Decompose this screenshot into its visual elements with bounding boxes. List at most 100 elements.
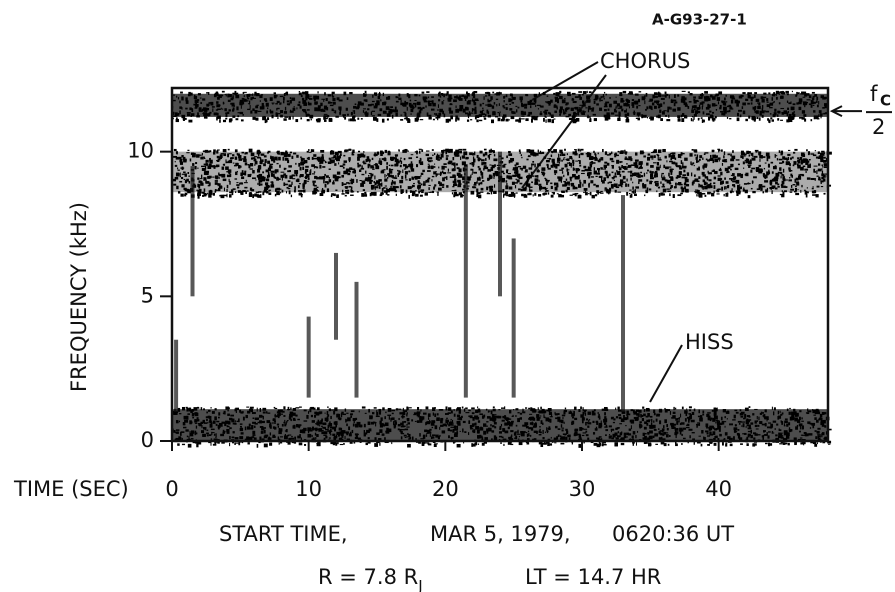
texture [204, 109, 207, 112]
texture [506, 183, 507, 187]
texture [185, 193, 188, 195]
texture [459, 105, 463, 109]
texture [569, 184, 570, 186]
texture [352, 154, 355, 155]
texture [415, 118, 419, 122]
texture [781, 194, 784, 197]
texture [775, 173, 779, 177]
texture [405, 437, 407, 438]
texture [600, 167, 602, 168]
texture [524, 107, 527, 109]
texture [438, 99, 440, 101]
texture [740, 416, 743, 418]
texture [689, 435, 690, 438]
texture [478, 183, 480, 186]
texture [492, 418, 494, 421]
texture [384, 416, 386, 419]
texture [811, 104, 813, 108]
texture [614, 443, 617, 447]
texture [742, 92, 745, 94]
texture [799, 107, 802, 110]
texture [428, 103, 432, 106]
texture [755, 425, 758, 427]
texture [465, 412, 469, 413]
texture [743, 168, 744, 169]
texture [518, 166, 521, 167]
texture [290, 97, 291, 99]
texture [229, 181, 230, 185]
texture [531, 181, 533, 183]
texture [404, 421, 406, 422]
texture [508, 151, 511, 153]
texture [515, 179, 517, 180]
texture [245, 426, 247, 430]
texture [527, 101, 531, 105]
texture [380, 152, 383, 156]
texture [798, 174, 800, 178]
texture [540, 106, 543, 108]
texture [807, 187, 808, 188]
texture [784, 190, 787, 192]
texture [693, 96, 696, 98]
texture [702, 120, 705, 123]
texture [330, 160, 334, 164]
texture [583, 432, 587, 433]
texture [204, 188, 206, 191]
texture [275, 103, 278, 104]
texture [435, 435, 438, 438]
texture [261, 153, 265, 155]
texture [605, 102, 609, 104]
texture [275, 194, 277, 197]
texture [432, 427, 433, 428]
texture [394, 425, 396, 429]
texture [188, 94, 191, 96]
texture [763, 191, 765, 193]
texture [711, 115, 714, 117]
texture [314, 188, 317, 191]
texture [493, 416, 495, 419]
texture [799, 98, 803, 102]
texture [551, 155, 552, 158]
texture [644, 173, 645, 177]
texture [785, 91, 789, 94]
texture [573, 414, 575, 416]
texture [791, 185, 792, 188]
texture [667, 188, 670, 189]
texture [773, 411, 774, 415]
texture [476, 119, 478, 122]
texture [708, 179, 711, 181]
texture [240, 428, 243, 431]
texture [206, 108, 208, 109]
texture [581, 170, 585, 172]
texture [585, 413, 586, 416]
texture [623, 91, 627, 93]
texture [667, 191, 671, 193]
texture [486, 430, 489, 431]
texture [543, 157, 546, 159]
texture [701, 93, 703, 95]
texture [539, 426, 541, 427]
texture [565, 164, 568, 168]
texture [471, 113, 474, 114]
texture [542, 430, 543, 434]
texture [378, 96, 381, 99]
texture [552, 152, 553, 154]
texture [173, 184, 176, 186]
texture [502, 420, 505, 422]
texture [801, 417, 802, 419]
texture [494, 102, 495, 104]
texture [478, 166, 480, 168]
texture [343, 155, 345, 157]
texture [656, 419, 658, 422]
texture [811, 100, 814, 104]
texture [244, 95, 245, 97]
texture [631, 409, 634, 411]
texture [593, 114, 596, 116]
texture [641, 175, 643, 177]
texture [744, 183, 747, 185]
texture [262, 171, 264, 173]
texture [226, 189, 227, 192]
texture [604, 416, 606, 420]
texture [220, 434, 224, 436]
texture [725, 95, 726, 97]
